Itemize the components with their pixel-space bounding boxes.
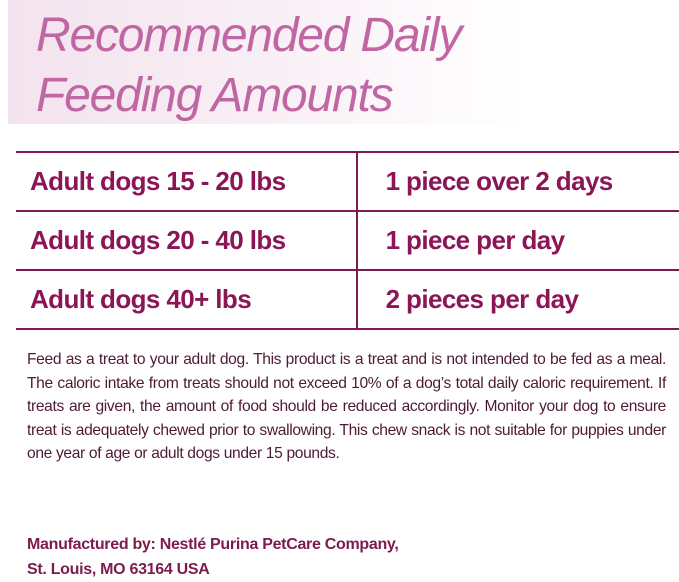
weight-cell: Adult dogs 15 - 20 lbs (16, 151, 357, 212)
amount-cell: 1 piece over 2 days (355, 151, 679, 212)
title-background (8, 0, 528, 124)
feeding-instructions: Feed as a treat to your adult dog. This … (27, 351, 666, 463)
table-row: Adult dogs 20 - 40 lbs 1 piece per day (16, 210, 679, 271)
manufacturer-line-2: St. Louis, MO 63164 USA (27, 560, 210, 578)
amount-cell: 1 piece per day (355, 210, 679, 271)
page-title: Recommended Daily Feeding Amounts (36, 6, 462, 126)
weight-cell: Adult dogs 20 - 40 lbs (16, 210, 357, 271)
title-line-1: Recommended Daily (36, 9, 462, 62)
title-line-2: Feeding Amounts (36, 69, 394, 122)
feeding-table: Adult dogs 15 - 20 lbs 1 piece over 2 da… (16, 151, 679, 330)
table-row: Adult dogs 15 - 20 lbs 1 piece over 2 da… (16, 151, 679, 212)
weight-cell: Adult dogs 40+ lbs (16, 269, 357, 330)
amount-cell: 2 pieces per day (355, 269, 679, 330)
manufacturer-line-1: Manufactured by: Nestlé Purina PetCare C… (27, 536, 399, 553)
manufacturer-info: Manufactured by: Nestlé Purina PetCare C… (27, 533, 399, 582)
table-row: Adult dogs 40+ lbs 2 pieces per day (16, 269, 679, 330)
